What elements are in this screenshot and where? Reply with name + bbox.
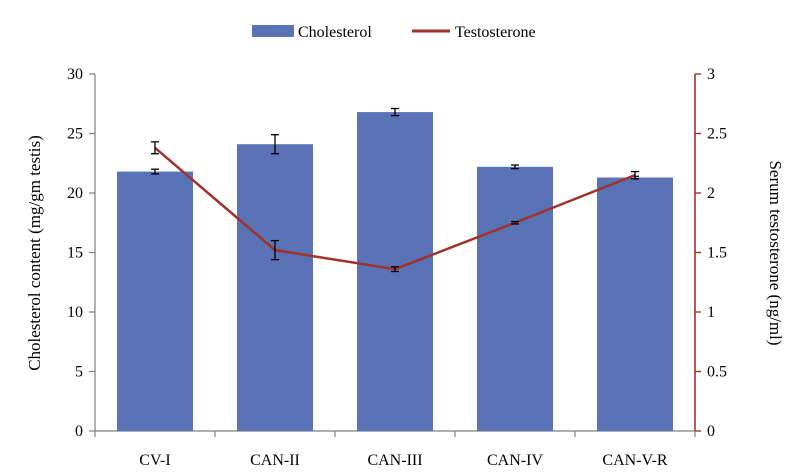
legend-label-cholesterol: Cholesterol: [298, 24, 372, 41]
x-tick-label: CAN-II: [250, 452, 300, 469]
y-right-tick-label: 1.5: [707, 245, 727, 262]
y-left-tick-label: 10: [67, 304, 83, 321]
y-left-tick-label: 30: [67, 66, 83, 83]
cholesterol-bar: [597, 177, 673, 431]
y-left-tick-label: 25: [67, 126, 83, 143]
y-left-tick-label: 15: [67, 245, 83, 262]
y-right-tick-label: 1: [707, 304, 715, 321]
legend: Cholesterol Testosterone: [252, 24, 536, 41]
cholesterol-bar: [117, 171, 193, 431]
y-right-tick-label: 3: [707, 66, 715, 83]
x-tick-label: CAN-III: [367, 452, 422, 469]
cholesterol-error-bar: [271, 134, 279, 155]
y-axis-left-title: Cholesterol content (mg/gm testis): [25, 135, 44, 371]
x-ticks: CV-I CAN-II CAN-III CAN-IV CAN-V-R: [94, 431, 696, 469]
y-ticks-left: 0 5 10 15 20 25 30: [67, 66, 95, 440]
legend-swatch-cholesterol: [252, 25, 294, 37]
y-left-tick-label: 20: [67, 185, 83, 202]
y-right-tick-label: 0: [707, 423, 715, 440]
testosterone-line-layer: [151, 141, 639, 273]
cholesterol-error-bar: [151, 168, 159, 175]
x-tick-label: CAN-IV: [487, 452, 543, 469]
y-axis-right-title: Serum testosterone (ng/ml): [766, 160, 785, 345]
y-right-tick-label: 2.5: [707, 126, 727, 143]
cholesterol-bar: [477, 166, 553, 431]
cholesterol-error-bar: [391, 107, 399, 117]
y-ticks-right: 0 0.5 1 1.5 2 2.5 3: [695, 66, 727, 440]
cholesterol-bars: [117, 112, 673, 431]
legend-label-testosterone: Testosterone: [455, 24, 536, 41]
y-right-tick-label: 0.5: [707, 364, 727, 381]
cholesterol-error-bar: [511, 164, 519, 170]
y-left-tick-label: 5: [75, 364, 83, 381]
y-left-tick-label: 0: [75, 423, 83, 440]
x-tick-label: CAN-V-R: [602, 452, 668, 469]
cholesterol-bar: [237, 144, 313, 431]
y-right-tick-label: 2: [707, 185, 715, 202]
x-tick-label: CV-I: [139, 452, 170, 469]
cholesterol-error-bars: [151, 107, 639, 180]
